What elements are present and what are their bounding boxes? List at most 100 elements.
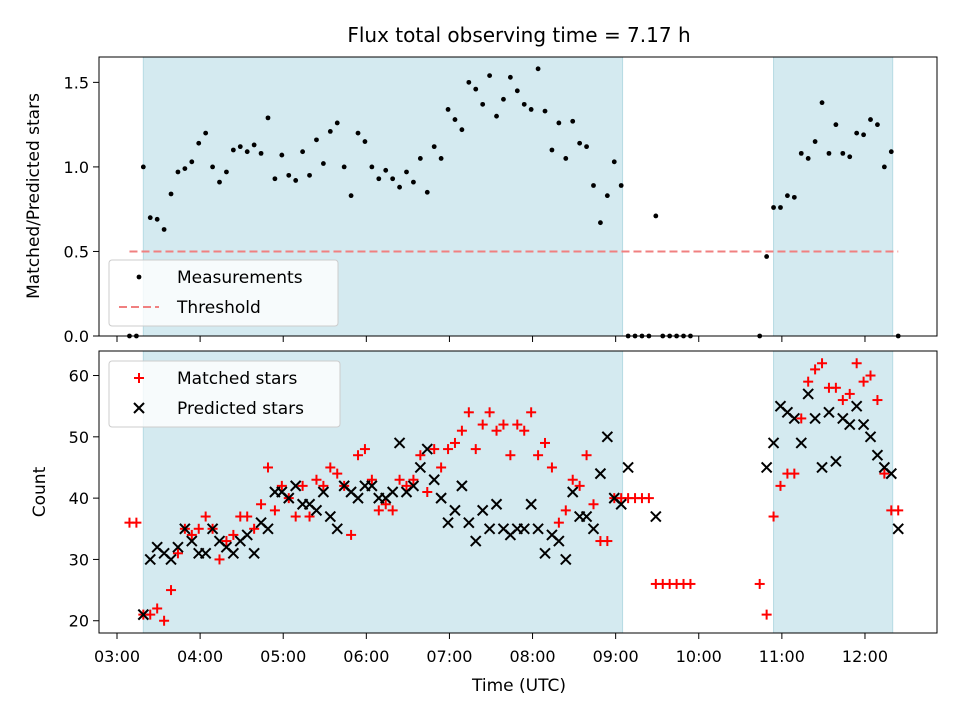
- x-tick-label: 04:00: [177, 647, 223, 666]
- measurement-point: [473, 86, 479, 92]
- matched-star-marker: [256, 499, 267, 510]
- predicted-star-marker: [172, 541, 184, 553]
- x-tick-label: 05:00: [260, 647, 306, 666]
- matched-star-marker: [394, 474, 405, 485]
- matched-star-marker: [567, 474, 578, 485]
- measurement-point: [424, 189, 430, 195]
- measurement-point: [452, 117, 458, 122]
- matched-star-marker: [546, 462, 557, 473]
- measurement-point: [348, 193, 354, 199]
- predicted-star-marker: [760, 461, 773, 474]
- matched-star-marker: [290, 511, 301, 522]
- matched-star-marker: [131, 517, 142, 528]
- predicted-star-marker: [594, 467, 607, 480]
- legend-marker: [134, 373, 144, 383]
- measurement-point: [411, 179, 416, 185]
- matched-star-marker: [470, 444, 481, 455]
- measurement-point: [459, 127, 465, 133]
- measurement-point: [791, 194, 797, 200]
- predicted-star-marker: [283, 492, 295, 504]
- predicted-star-marker: [186, 535, 198, 547]
- matched-star-marker: [851, 358, 862, 369]
- matched-star-marker: [803, 376, 814, 387]
- measurement-point: [584, 144, 589, 150]
- predicted-star-marker: [289, 480, 302, 492]
- measurement-point: [861, 132, 866, 138]
- matched-star-marker: [858, 376, 869, 387]
- measurement-point: [286, 172, 292, 178]
- predicted-star-marker: [428, 474, 440, 486]
- legend-label: Matched stars: [177, 369, 297, 389]
- measurement-point: [182, 166, 188, 172]
- count-legend: Matched stars Predicted stars: [108, 360, 341, 428]
- predicted-star-marker: [795, 437, 807, 449]
- matched-star-marker: [477, 419, 488, 430]
- measurement-point: [494, 113, 499, 119]
- matched-star-marker: [810, 364, 821, 375]
- predicted-star-marker: [580, 510, 593, 523]
- measurement-point: [556, 120, 562, 126]
- predicted-star-marker: [823, 406, 835, 419]
- measurement-point: [611, 159, 617, 165]
- matched-star-marker: [200, 511, 211, 522]
- count-plot-frame: [98, 350, 938, 634]
- matched-star-marker: [172, 548, 183, 559]
- predicted-star-marker: [199, 547, 212, 560]
- measurement-point: [161, 227, 167, 232]
- observing-interval-band: [773, 56, 894, 337]
- matched-star-marker: [346, 529, 357, 540]
- measurement-point: [847, 154, 853, 160]
- measurement-point: [563, 156, 569, 161]
- measurement-point: [258, 150, 264, 156]
- measurement-point: [251, 142, 257, 148]
- measurement-point: [618, 183, 624, 188]
- measurement-point: [598, 220, 603, 226]
- measurement-point: [868, 117, 873, 122]
- measurement-point: [501, 96, 506, 102]
- y-tick-label: 50: [69, 428, 89, 447]
- matched-star-marker: [429, 444, 440, 455]
- legend-label: Predicted stars: [177, 399, 304, 419]
- matched-star-marker: [463, 407, 474, 418]
- matched-star-marker: [436, 462, 447, 473]
- y-tick-label: 40: [69, 489, 89, 508]
- y-tick-label: 20: [69, 612, 89, 631]
- count-y-axis-label: Count: [30, 466, 50, 517]
- y-tick-label: 0.0: [64, 327, 89, 346]
- ratio-plot: 0.0 0.5 1.0 1.5 Matched/Predicted stars Mea…: [24, 56, 938, 346]
- predicted-star-marker: [144, 553, 156, 566]
- legend-box: [108, 259, 339, 327]
- matched-star-marker: [817, 358, 828, 369]
- ratio-legend: Measurements Threshold: [108, 259, 339, 327]
- matched-star-marker: [574, 480, 585, 491]
- matched-star-marker: [373, 505, 384, 516]
- x-tick-label: 07:00: [426, 647, 472, 666]
- measurement-point: [785, 193, 790, 199]
- matched-star-marker: [249, 523, 260, 534]
- predicted-star-marker: [310, 504, 323, 517]
- predicted-star-marker: [553, 535, 565, 547]
- matched-star-marker: [145, 609, 156, 620]
- measurement-point: [293, 178, 299, 183]
- measurement-point: [570, 118, 576, 124]
- matched-star-marker: [498, 419, 509, 430]
- legend-marker: [133, 402, 145, 414]
- matched-star-marker: [505, 450, 516, 461]
- measurement-point: [833, 122, 839, 128]
- legend-label: Measurements: [177, 268, 303, 288]
- predicted-star-marker: [227, 547, 240, 560]
- matched-star-marker: [443, 444, 454, 455]
- matched-star-marker: [761, 609, 772, 620]
- matched-star-marker: [837, 395, 848, 406]
- measurement-point: [466, 79, 472, 85]
- predicted-star-marker: [615, 498, 627, 510]
- matched-star-marker: [456, 425, 467, 436]
- predicted-star-marker: [414, 461, 427, 474]
- measurement-point: [875, 122, 880, 128]
- predicted-star-marker: [386, 486, 399, 498]
- measurement-point: [397, 184, 402, 190]
- measurement-point: [653, 213, 659, 219]
- ratio-y-axis-label: Matched/Predicted stars: [24, 93, 44, 299]
- y-tick-label: 60: [69, 367, 89, 386]
